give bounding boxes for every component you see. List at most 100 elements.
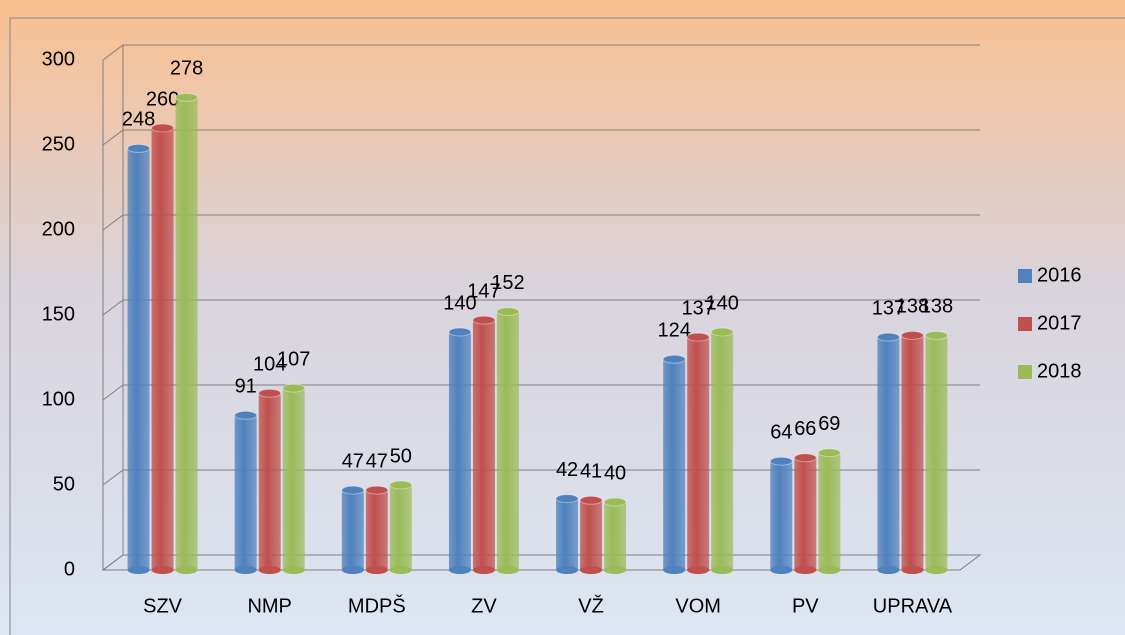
bar-base	[687, 566, 710, 574]
value-label: 137	[872, 297, 905, 319]
x-tick-label: VOM	[675, 595, 721, 617]
value-label: 91	[235, 376, 257, 398]
value-label: 140	[443, 292, 476, 314]
legend-swatch	[1018, 269, 1032, 283]
bar-cap	[234, 410, 258, 420]
y-tick-label: 150	[42, 303, 75, 325]
bar	[341, 490, 364, 570]
bar-cap	[793, 453, 817, 463]
bar	[687, 337, 710, 570]
bar	[556, 498, 579, 570]
value-label: 40	[604, 462, 626, 484]
bar-cap	[900, 330, 924, 340]
bar	[496, 311, 519, 570]
x-tick-label: MDPŠ	[348, 594, 406, 617]
bar-base	[901, 566, 924, 574]
value-label: 69	[818, 413, 840, 435]
bar	[663, 359, 686, 570]
bar-base	[175, 566, 198, 574]
bar-cap	[686, 332, 710, 342]
legend-swatch	[1018, 317, 1032, 331]
bar-base	[258, 566, 281, 574]
bar-cap	[710, 327, 734, 337]
y-tick-label: 300	[42, 48, 75, 70]
value-label: 47	[366, 450, 388, 472]
bar-base	[151, 566, 174, 574]
bar-base	[127, 566, 150, 574]
bar-base	[448, 566, 471, 574]
y-tick-label: 250	[42, 133, 75, 155]
grid-line	[102, 44, 980, 61]
bar	[925, 335, 948, 570]
value-label: 64	[770, 421, 792, 443]
bar-base	[818, 566, 841, 574]
bar	[365, 490, 388, 570]
bar	[877, 337, 900, 570]
bar-cap	[876, 332, 900, 342]
bar	[234, 415, 257, 570]
bar-cap	[341, 485, 365, 495]
value-label: 107	[277, 348, 310, 370]
bar-cap	[555, 494, 579, 504]
bar-base	[604, 566, 627, 574]
bar	[175, 97, 198, 571]
grid-line	[102, 129, 980, 146]
bar-base	[556, 566, 579, 574]
bar	[472, 320, 495, 570]
value-label: 137	[682, 297, 715, 319]
value-label: 140	[706, 292, 739, 314]
y-tick-label: 0	[64, 558, 75, 580]
bar	[258, 393, 281, 570]
bar-cap	[924, 330, 948, 340]
bar-base	[580, 566, 603, 574]
bar-cap	[127, 143, 151, 153]
bar	[389, 485, 412, 570]
value-label: 124	[658, 319, 691, 341]
bar-base	[794, 566, 817, 574]
bar	[770, 461, 793, 570]
value-label: 42	[556, 459, 578, 481]
value-label: 147	[467, 280, 500, 302]
bar-base	[925, 566, 948, 574]
y-tick-label: 200	[42, 218, 75, 240]
bar-cap	[365, 485, 389, 495]
value-label: 260	[146, 88, 179, 110]
value-label: 138	[920, 296, 953, 318]
bar-cap	[603, 497, 627, 507]
bar	[580, 500, 603, 570]
grid-line	[102, 299, 980, 316]
bar-cap	[769, 456, 793, 466]
x-tick-label: PV	[792, 595, 819, 617]
x-tick-label: VŽ	[578, 594, 604, 617]
value-label: 278	[170, 58, 203, 80]
value-label: 41	[580, 461, 602, 483]
bar-cap	[389, 480, 413, 490]
bar	[901, 335, 924, 570]
bar-base	[877, 566, 900, 574]
legend-label: 2018	[1037, 360, 1082, 382]
bar-base	[341, 566, 364, 574]
y-tick-label: 100	[42, 388, 75, 410]
bar-cap	[662, 354, 686, 364]
bar	[818, 452, 841, 570]
value-label: 138	[896, 296, 929, 318]
value-label: 50	[390, 445, 412, 467]
bar-base	[496, 566, 519, 574]
bar-base	[365, 566, 388, 574]
value-label: 47	[342, 450, 364, 472]
bar-base	[770, 566, 793, 574]
bar-cap	[175, 92, 199, 102]
bar	[794, 457, 817, 570]
value-label: 152	[491, 272, 524, 294]
grid-line	[102, 214, 980, 231]
bar-cap	[151, 123, 175, 133]
x-tick-label: SZV	[143, 595, 183, 617]
bar	[282, 388, 305, 570]
frame	[9, 17, 1125, 635]
bar-cap	[496, 307, 520, 317]
x-tick-label: UPRAVA	[873, 595, 953, 617]
value-label: 248	[122, 109, 155, 131]
x-tick-label: ZV	[471, 595, 497, 617]
bar	[711, 332, 734, 570]
